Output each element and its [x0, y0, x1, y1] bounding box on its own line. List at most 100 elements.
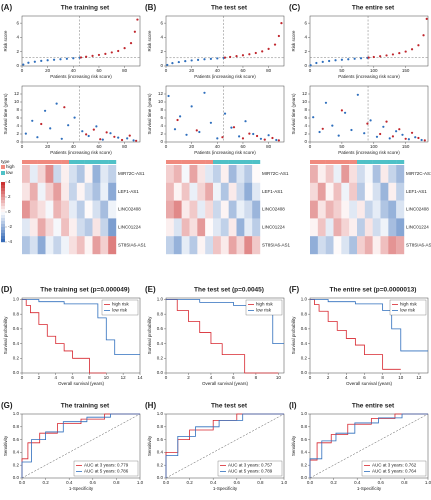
point — [223, 112, 227, 115]
x-tick-label: 12 — [416, 375, 422, 380]
x-tick-label: 0.6 — [90, 480, 97, 485]
x-tick-label: 40 — [215, 68, 221, 73]
point — [167, 94, 170, 98]
point — [60, 137, 63, 140]
point — [379, 55, 382, 58]
heat-cell — [236, 236, 245, 255]
point — [388, 137, 391, 140]
point — [391, 135, 395, 138]
x-tick-label: 0.6 — [234, 480, 241, 485]
heat-cell — [333, 182, 342, 201]
curve — [21, 413, 140, 478]
y-tick-label: 0.2 — [157, 462, 164, 467]
heat-cell — [166, 165, 175, 183]
heat-cell — [29, 165, 38, 183]
y-tick-label: 2 — [16, 49, 19, 54]
type-cell — [244, 160, 253, 164]
point — [190, 105, 193, 108]
point — [328, 59, 331, 63]
heat-cell — [173, 182, 182, 201]
x-tick-label: 0.8 — [113, 480, 120, 485]
curve — [165, 413, 284, 478]
point — [120, 138, 124, 142]
legend-swatch — [1, 171, 5, 175]
colorbar-label: -4 — [8, 239, 12, 244]
y-tick-label: 0.6 — [157, 437, 164, 442]
heat-cell — [189, 200, 198, 219]
legend-label: low risk — [256, 308, 272, 313]
x-tick-label: 0 — [21, 68, 24, 73]
heat-cell — [189, 182, 198, 201]
heat-cell — [69, 165, 78, 183]
type-cell — [380, 160, 389, 164]
point — [404, 50, 407, 53]
heat-cell — [76, 236, 85, 255]
colorbar-step — [1, 233, 5, 237]
heat-cell — [45, 200, 54, 219]
point — [366, 122, 369, 125]
y-tick-label: 0.2 — [301, 355, 308, 360]
y-tick-label: 0.0 — [301, 370, 308, 375]
panel-label: (F) — [289, 285, 300, 294]
type-cell — [69, 160, 78, 164]
x-tick-label: 0 — [21, 375, 24, 380]
chart-title: The entire set — [352, 403, 395, 410]
heat-cell — [341, 165, 350, 183]
heat-cell — [181, 200, 190, 219]
y-tick-label: 6 — [16, 115, 19, 120]
x-tick-label: 0 — [165, 375, 168, 380]
curve — [310, 299, 401, 370]
panel-label: (A) — [1, 3, 12, 12]
y-tick-label: 4 — [16, 35, 19, 40]
heat-cell — [396, 236, 405, 255]
point — [59, 58, 62, 61]
y-axis-label: Risk score — [147, 30, 152, 52]
plot-frame — [21, 15, 141, 67]
y-axis-label: Risk score — [3, 30, 8, 52]
point — [216, 137, 219, 140]
x-tick-label: 2 — [327, 375, 330, 380]
x-tick-label: 20 — [45, 144, 51, 149]
y-axis-label: Survival time (years) — [147, 93, 152, 135]
point — [173, 128, 177, 131]
x-axis-label: Patients (increasing risk score) — [50, 150, 112, 155]
heat-cell — [252, 200, 261, 219]
point — [91, 54, 94, 57]
y-tick-label: 6 — [304, 115, 307, 120]
type-cell — [45, 160, 54, 164]
y-axis-label: Survival time (years) — [3, 93, 8, 135]
point — [52, 58, 56, 61]
heat-cell — [45, 236, 54, 255]
point — [379, 132, 382, 136]
point — [375, 135, 379, 138]
y-tick-label: 10 — [302, 99, 308, 104]
point — [65, 57, 68, 60]
heat-cell — [45, 182, 54, 201]
reference-diagonal — [165, 413, 285, 479]
chart-title: The training set — [61, 5, 110, 12]
x-tick-label: 50 — [339, 68, 345, 73]
heat-cell — [173, 200, 182, 219]
colorbar-step — [1, 188, 5, 192]
point — [309, 64, 312, 67]
x-tick-label: 1.0 — [281, 480, 288, 485]
y-tick-label: 0.0 — [13, 370, 20, 375]
heat-cell — [205, 218, 214, 237]
point — [110, 51, 113, 54]
row-label: LEF1-AS1 — [118, 189, 139, 194]
type-cell — [53, 160, 62, 164]
heat-cell — [252, 218, 261, 237]
heat-cell — [29, 200, 38, 219]
heat-cell — [310, 182, 319, 201]
type-cell — [189, 160, 198, 164]
point — [385, 120, 388, 123]
x-tick-label: 10 — [276, 375, 282, 380]
legend-label: AUC at 5 years: 0.786 — [84, 469, 129, 474]
x-tick-label: 0 — [165, 68, 168, 73]
point — [87, 134, 90, 138]
x-tick-label: 20 — [45, 68, 51, 73]
colorbar-step — [1, 194, 5, 198]
heat-cell — [22, 200, 31, 219]
x-tick-label: 0.8 — [257, 480, 264, 485]
